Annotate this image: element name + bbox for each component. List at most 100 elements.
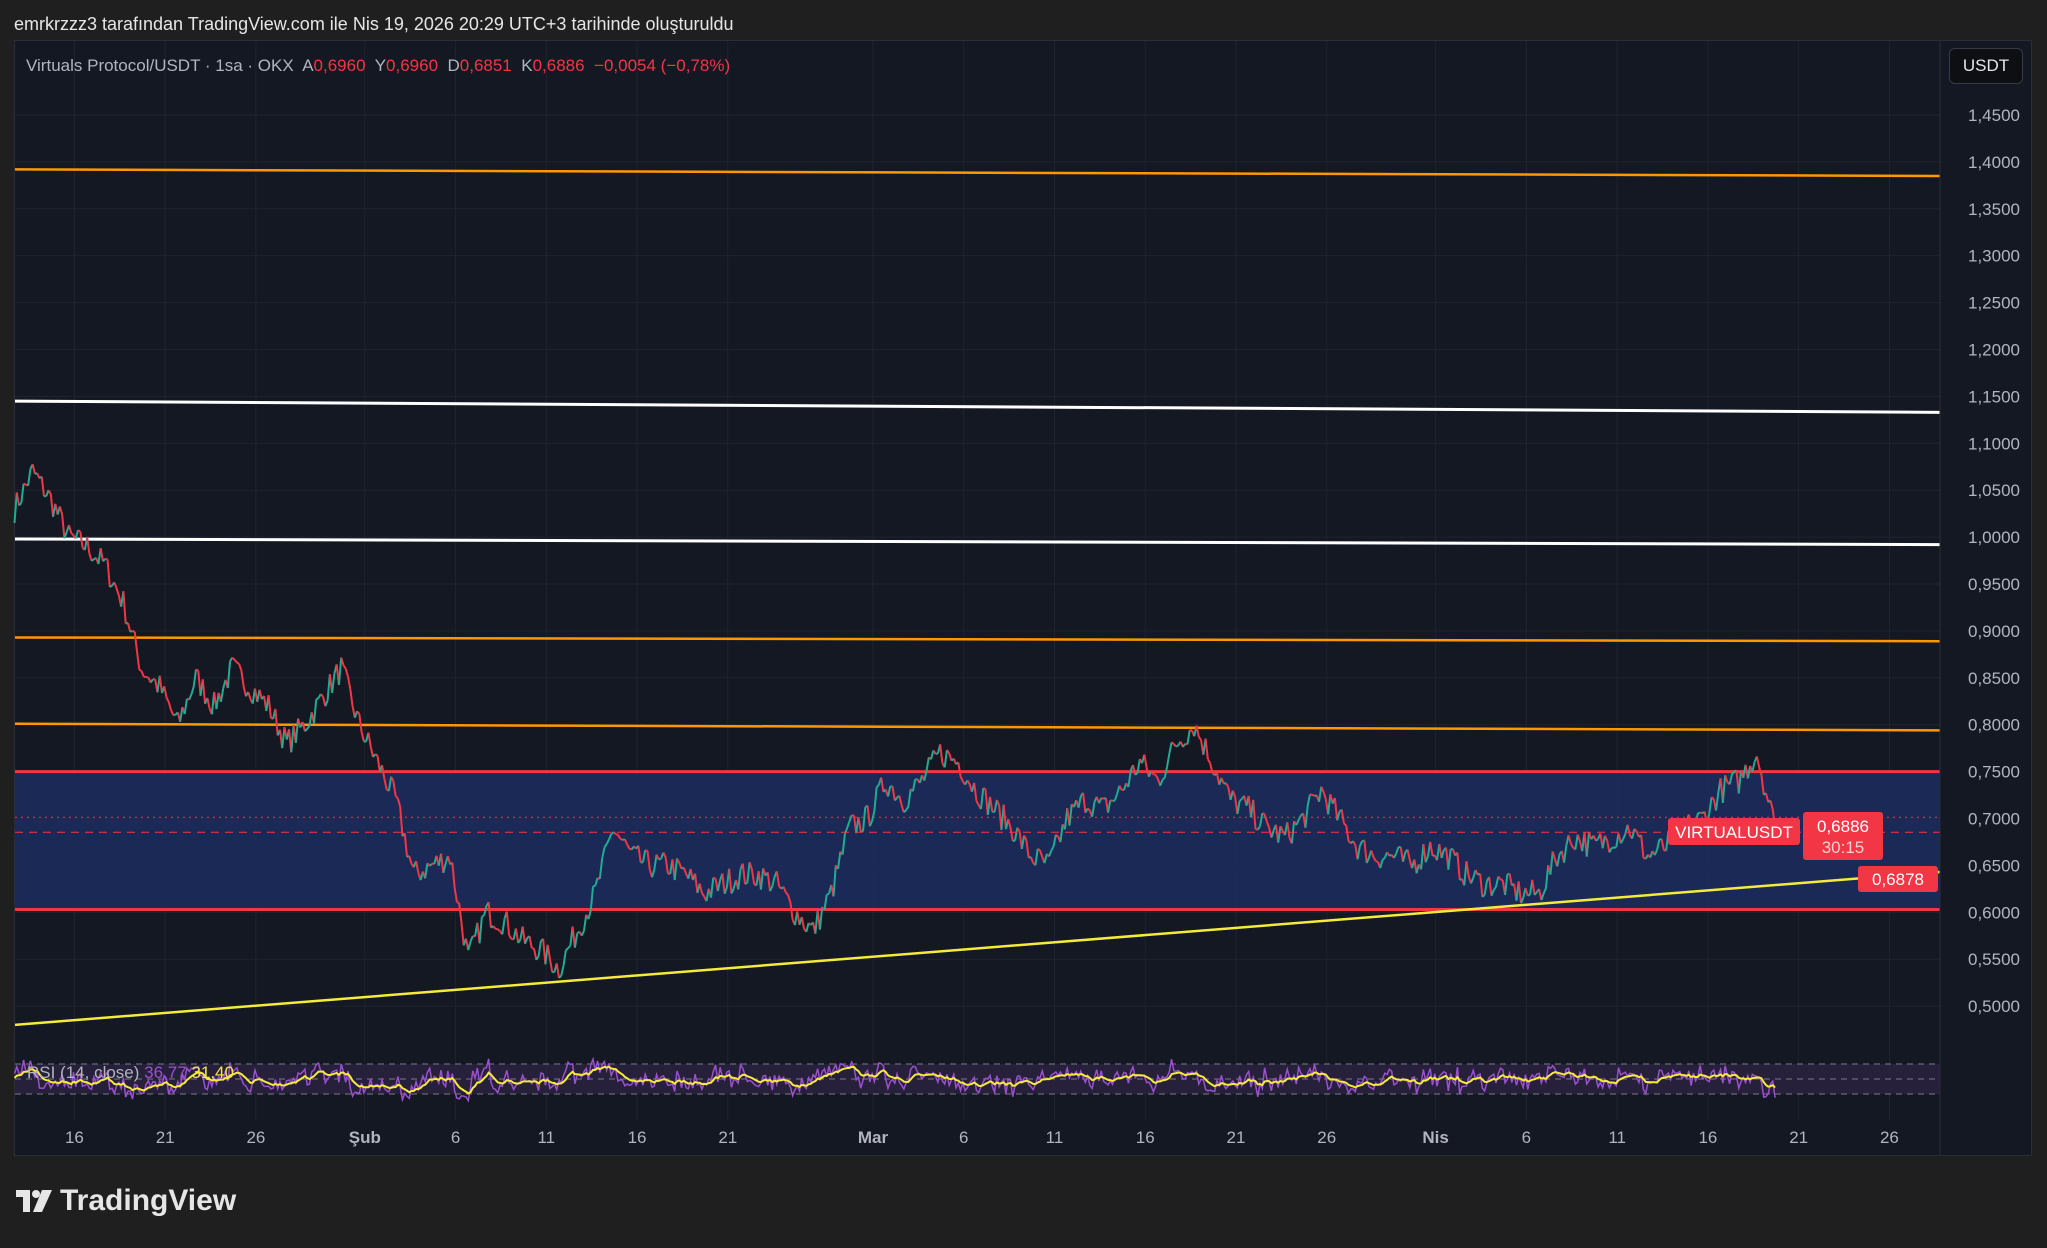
- price-segment: [1034, 848, 1039, 866]
- resistance-1-line: [14, 168, 1941, 178]
- price-segment: [1016, 827, 1021, 832]
- price-segment: [294, 718, 300, 743]
- price-segment: [1322, 791, 1327, 800]
- price-segment: [31, 464, 36, 474]
- price-segment: [1622, 833, 1627, 840]
- price-tick-label: 0,8500: [1968, 669, 2020, 688]
- price-segment: [1265, 821, 1271, 829]
- date-tick-label: 6: [959, 1128, 968, 1147]
- price-segment: [623, 838, 628, 845]
- price-segment: [521, 926, 526, 944]
- date-tick-label: Şub: [349, 1128, 381, 1147]
- price-segment: [605, 839, 610, 845]
- price-segment: [1286, 822, 1291, 839]
- price-segment: [1429, 841, 1434, 856]
- price-segment: [1504, 874, 1509, 896]
- price-segment: [891, 786, 896, 801]
- price-segment: [637, 845, 642, 863]
- price-segment: [911, 779, 917, 792]
- price-segment: [165, 697, 170, 703]
- price-segment: [1225, 782, 1230, 788]
- price-segment: [1161, 776, 1166, 781]
- price-segment: [898, 795, 903, 806]
- price-segment: [1153, 773, 1156, 776]
- price-segment: [723, 886, 728, 895]
- price-segment: [1755, 756, 1761, 768]
- price-segment: [782, 886, 787, 893]
- price-segment: [1195, 725, 1200, 737]
- chart-credit: emrkrzzz3 tarafından TradingView.com ile…: [14, 14, 734, 34]
- price-segment: [658, 857, 662, 861]
- price-segment: [769, 886, 774, 892]
- price-segment: [1490, 889, 1495, 897]
- price-segment: [1055, 833, 1059, 838]
- price-segment: [1758, 767, 1763, 776]
- change-value: −0,0054 (−0,78%): [594, 56, 731, 75]
- price-segment: [1209, 762, 1214, 774]
- price-segment: [342, 664, 347, 670]
- price-segment: [1261, 812, 1266, 816]
- price-segment: [582, 914, 588, 932]
- price-segment: [122, 591, 127, 624]
- price-segment: [1540, 893, 1545, 901]
- price-segment: [946, 749, 951, 754]
- price-segment: [1731, 770, 1735, 775]
- price-segment: [140, 670, 145, 678]
- tradingview-logo[interactable]: TradingView: [16, 1184, 236, 1218]
- price-segment: [995, 799, 1001, 806]
- price-segment: [862, 806, 867, 832]
- price-segment: [1166, 753, 1171, 768]
- trendline-value: 0,6878: [1872, 870, 1924, 889]
- price-segment: [27, 468, 32, 486]
- price-tick-label: 0,6000: [1968, 903, 2020, 922]
- price-segment: [573, 933, 579, 948]
- price-segment: [1163, 766, 1169, 778]
- price-segment: [1295, 819, 1300, 826]
- chart-panel[interactable]: [14, 40, 2032, 1156]
- price-segment: [1052, 834, 1057, 847]
- price-segment: [567, 945, 572, 949]
- date-tick-label: 26: [1880, 1128, 1899, 1147]
- date-tick-label: Nis: [1422, 1128, 1448, 1147]
- price-segment: [598, 858, 604, 880]
- price-segment: [1009, 827, 1014, 842]
- symbol-name[interactable]: Virtuals Protocol/USDT · 1sa · OKX: [26, 56, 294, 75]
- price-segment: [1508, 873, 1513, 886]
- price-segment: [301, 721, 306, 732]
- price-segment: [274, 708, 279, 736]
- price-segment: [138, 668, 143, 672]
- date-tick-label: 21: [1227, 1128, 1246, 1147]
- price-tick-label: 0,7000: [1968, 810, 2020, 829]
- price-segment: [1556, 854, 1561, 867]
- price-segment: [1574, 834, 1579, 850]
- price-segment: [979, 787, 985, 810]
- price-segment: [548, 958, 554, 973]
- price-segment: [349, 688, 354, 706]
- price-segment: [1721, 775, 1727, 804]
- price-segment: [467, 941, 472, 951]
- price-segment: [560, 965, 565, 976]
- price-segment: [238, 663, 243, 671]
- date-tick-label: 6: [451, 1128, 460, 1147]
- price-segment: [787, 894, 792, 903]
- currency-button[interactable]: USDT: [1949, 48, 2023, 84]
- price-segment: [846, 821, 851, 829]
- price-segment: [1495, 876, 1500, 888]
- price-segment: [367, 732, 372, 747]
- price-segment: [1327, 794, 1332, 815]
- price-segment: [653, 854, 658, 870]
- price-segment: [1402, 852, 1407, 863]
- price-segment: [1277, 826, 1282, 843]
- price-segment: [535, 955, 540, 961]
- price-segment: [589, 886, 595, 911]
- price-segment: [737, 869, 742, 890]
- price-segment: [267, 695, 272, 719]
- price-segment: [1769, 800, 1774, 810]
- price-segment: [170, 709, 175, 716]
- price-tick-label: 1,4500: [1968, 106, 2020, 125]
- price-segment: [304, 728, 308, 732]
- price-segment: [481, 914, 485, 918]
- price-segment: [966, 779, 971, 785]
- price-segment: [1737, 770, 1743, 794]
